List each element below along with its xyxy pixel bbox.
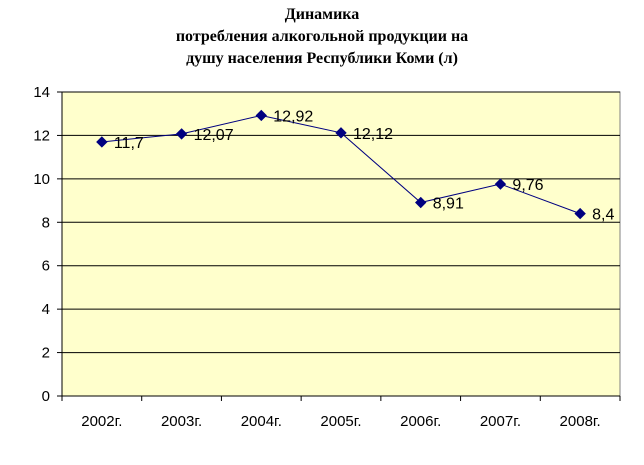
plot-area bbox=[61, 91, 621, 397]
data-label: 12,92 bbox=[273, 108, 313, 125]
data-label: 9,76 bbox=[512, 177, 543, 194]
data-label: 11,7 bbox=[114, 135, 144, 152]
x-tick-label: 2004г. bbox=[241, 413, 282, 430]
data-label: 8,91 bbox=[433, 196, 464, 213]
y-tick-label: 10 bbox=[33, 171, 50, 188]
chart-title: Динамика потребления алкогольной продукц… bbox=[0, 4, 644, 70]
data-label: 12,07 bbox=[194, 127, 234, 144]
data-label: 8,4 bbox=[592, 207, 614, 224]
data-point-marker bbox=[175, 128, 188, 140]
y-tick-label: 0 bbox=[42, 388, 50, 405]
data-point-marker bbox=[494, 178, 507, 190]
x-tick-label: 2005г. bbox=[320, 413, 361, 430]
x-tick-label: 2003г. bbox=[161, 413, 202, 430]
chart-title-line-3: душу населения Республики Коми (л) bbox=[186, 50, 458, 67]
data-label: 12,12 bbox=[353, 126, 393, 143]
data-point-marker bbox=[255, 109, 267, 122]
y-tick-label: 8 bbox=[42, 214, 50, 231]
x-tick-label: 2002г. bbox=[81, 413, 122, 430]
chart-title-line-2: потребления алкогольной продукции на bbox=[175, 28, 469, 45]
data-point-marker bbox=[415, 196, 427, 209]
data-point-marker bbox=[574, 207, 586, 220]
data-point-marker bbox=[335, 127, 347, 139]
data-point-marker bbox=[96, 136, 108, 148]
chart-title-line-1: Динамика bbox=[284, 6, 360, 23]
y-tick-label: 12 bbox=[33, 127, 50, 144]
y-tick-label: 6 bbox=[42, 258, 50, 275]
y-tick-label: 2 bbox=[42, 345, 50, 362]
x-tick-label: 2006г. bbox=[400, 413, 441, 430]
x-tick-label: 2007г. bbox=[480, 413, 521, 430]
x-tick-label: 2008г. bbox=[560, 413, 601, 430]
y-tick-label: 14 bbox=[33, 84, 50, 101]
y-tick-label: 4 bbox=[42, 301, 50, 318]
